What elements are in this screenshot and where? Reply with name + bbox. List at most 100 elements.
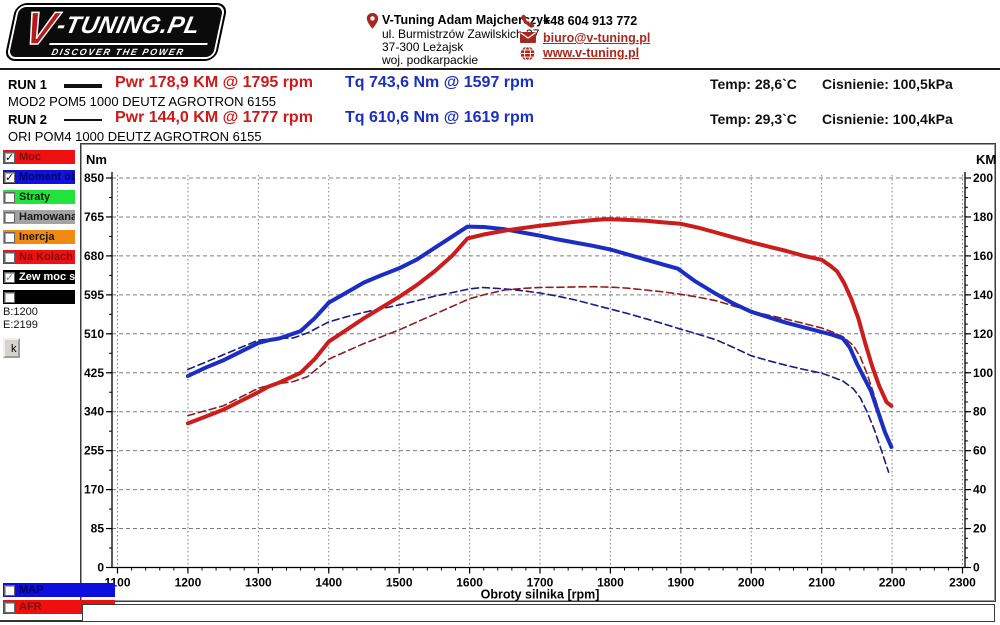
- svg-text:1800: 1800: [597, 576, 624, 590]
- sidebar-item-zew-moc[interactable]: ✓ Zew moc st: [3, 270, 75, 284]
- svg-text:595: 595: [84, 288, 104, 302]
- curve-run2-power: [187, 285, 891, 444]
- website-globe-icon: [520, 46, 535, 61]
- label-afr: AFR: [19, 601, 42, 613]
- checkbox-moc[interactable]: ✓: [4, 151, 15, 164]
- svg-text:2000: 2000: [738, 576, 765, 590]
- checkbox-extra[interactable]: [4, 291, 15, 303]
- k-button[interactable]: k: [3, 338, 20, 358]
- run2-power-value: Pwr 144,0 KM @ 1777 rpm: [115, 109, 313, 126]
- svg-text:2100: 2100: [808, 576, 835, 590]
- svg-text:160: 160: [973, 249, 993, 263]
- label-inercja: Inercja: [19, 231, 55, 243]
- run2-line-sample: [64, 119, 102, 121]
- contact-city: 37-300 Leżajsk: [382, 40, 464, 54]
- svg-text:1500: 1500: [386, 576, 413, 590]
- checkbox-afr[interactable]: [4, 601, 15, 613]
- checkbox-moment-obr[interactable]: ✓: [4, 171, 15, 184]
- contact-region: woj. podkarpackie: [382, 53, 479, 67]
- run2-pressure: Cisnienie: 100,4kPa: [822, 111, 953, 127]
- x-axis-title: Obroty silnika [rpm]: [481, 588, 600, 602]
- label-zew-moc: Zew moc st: [19, 271, 75, 283]
- svg-text:170: 170: [84, 483, 104, 497]
- svg-text:340: 340: [84, 405, 104, 419]
- svg-text:100: 100: [973, 366, 993, 380]
- run1-label: RUN 1: [8, 77, 48, 92]
- header-divider: [0, 68, 1000, 70]
- svg-text:85: 85: [91, 522, 105, 536]
- run1-torque-value: Tq 743,6 Nm @ 1597 rpm: [345, 74, 535, 91]
- checkbox-map[interactable]: [4, 584, 15, 596]
- label-moc: Moc: [19, 151, 41, 163]
- phone-icon: [521, 14, 535, 28]
- svg-text:425: 425: [84, 366, 104, 380]
- svg-text:200: 200: [973, 171, 993, 185]
- svg-text:2300: 2300: [949, 576, 976, 590]
- run1-power-value: Pwr 178,9 KM @ 1795 rpm: [115, 74, 313, 91]
- sidebar-item-map[interactable]: MAP: [3, 583, 115, 597]
- sidebar-item-inercja[interactable]: Inercja: [3, 230, 75, 244]
- contact-name: V-Tuning Adam Majcherczyk: [382, 13, 551, 27]
- checkbox-inercja[interactable]: [4, 231, 15, 243]
- svg-text:80: 80: [973, 405, 987, 419]
- curve-run1-power: [185, 217, 894, 426]
- bottom-edge-line: [0, 620, 82, 622]
- run2-torque-value: Tq 610,6 Nm @ 1619 rpm: [345, 109, 535, 126]
- bottom-status-strip: [82, 604, 995, 622]
- sidebar-item-extra[interactable]: [3, 290, 75, 304]
- svg-text:20: 20: [973, 522, 987, 536]
- svg-text:60: 60: [973, 444, 987, 458]
- sidebar-item-na-kolach[interactable]: Na Kolach: [3, 250, 75, 264]
- svg-text:2200: 2200: [879, 576, 906, 590]
- run1-description: MOD2 POM5 1000 DEUTZ AGROTRON 6155: [8, 94, 277, 109]
- svg-text:180: 180: [973, 210, 993, 224]
- label-moment-obr: Moment obr: [19, 171, 75, 183]
- sidebar-item-moc[interactable]: ✓ Moc: [3, 150, 75, 164]
- email-icon: [520, 32, 536, 43]
- run1-temp: Temp: 28,6`C: [710, 76, 797, 92]
- label-na-kolach: Na Kolach: [19, 251, 73, 263]
- svg-text:1600: 1600: [456, 576, 483, 590]
- sidebar-item-hamowana[interactable]: Hamowana: [3, 210, 75, 224]
- svg-text:0: 0: [973, 561, 980, 575]
- run2-description: ORI POM4 1000 DEUTZ AGROTRON 6155: [8, 129, 262, 144]
- svg-text:1400: 1400: [315, 576, 342, 590]
- curve-run2-torque: [187, 286, 890, 473]
- range-begin-label: B:1200: [3, 306, 38, 318]
- run1-line-sample: [64, 84, 102, 88]
- svg-text:140: 140: [973, 288, 993, 302]
- contact-website-link[interactable]: www.v-tuning.pl: [543, 46, 640, 60]
- svg-text:120: 120: [973, 327, 993, 341]
- run1-pressure: Cisnienie: 100,5kPa: [822, 76, 953, 92]
- svg-text:765: 765: [84, 210, 104, 224]
- label-map: MAP: [19, 584, 44, 596]
- svg-text:680: 680: [84, 249, 104, 263]
- svg-text:1900: 1900: [667, 576, 694, 590]
- contact-phone: +48 604 913 772: [543, 14, 638, 28]
- checkbox-na-kolach[interactable]: [4, 251, 15, 263]
- label-hamowana: Hamowana: [19, 211, 75, 223]
- run2-label: RUN 2: [8, 112, 48, 127]
- sidebar-item-straty[interactable]: Straty: [3, 190, 75, 204]
- svg-text:1300: 1300: [245, 576, 272, 590]
- curve-run1-torque: [185, 224, 894, 449]
- sidebar-item-moment-obr[interactable]: ✓ Moment obr: [3, 170, 75, 184]
- svg-text:0: 0: [97, 561, 104, 575]
- location-pin-icon: [366, 13, 379, 29]
- y-right-axis-title: KM: [976, 152, 996, 167]
- svg-text:1700: 1700: [527, 576, 554, 590]
- run2-temp: Temp: 29,3`C: [710, 111, 797, 127]
- svg-text:40: 40: [973, 483, 987, 497]
- checkbox-zew-moc[interactable]: ✓: [4, 271, 15, 284]
- contact-street: ul. Burmistrzów Zawilskich 37: [382, 27, 540, 41]
- y-left-axis-title: Nm: [86, 152, 107, 167]
- checkbox-hamowana[interactable]: [4, 211, 15, 223]
- checkbox-straty[interactable]: [4, 191, 15, 203]
- svg-text:255: 255: [84, 444, 104, 458]
- contact-email-link[interactable]: biuro@v-tuning.pl: [543, 31, 651, 45]
- svg-text:510: 510: [84, 327, 104, 341]
- range-end-label: E:2199: [3, 319, 38, 331]
- label-straty: Straty: [19, 191, 51, 203]
